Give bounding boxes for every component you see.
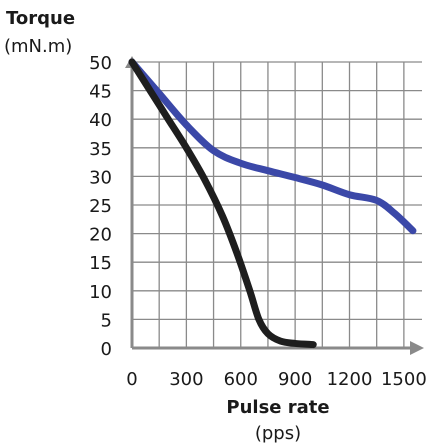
x-tick-label: 0 [126,369,137,390]
y-tick-label: 25 [89,196,112,217]
tick-label-layer: 0 5 10 15 20 25 30 35 40 45 50 0 300 600 900 1200 1500 [89,53,427,390]
y-tick-label: 5 [101,310,112,331]
x-axis-label-line2: (pps) [255,423,301,444]
y-tick-label: 50 [89,53,112,74]
x-tick-label: 600 [224,369,258,390]
series-layer [128,58,417,349]
x-axis-arrow [410,341,424,355]
y-axis-label-line1: Torque [6,8,75,29]
y-tick-label: 0 [101,339,112,360]
y-tick-label: 45 [89,82,112,103]
series-line-2 [128,58,317,349]
y-tick-label: 20 [89,225,112,246]
x-tick-label: 900 [278,369,312,390]
y-tick-label: 15 [89,253,112,274]
y-tick-label: 10 [89,282,112,303]
y-tick-label: 35 [89,139,112,160]
x-tick-label: 1200 [327,369,373,390]
y-axis-label-line2: (mN.m) [4,36,72,57]
x-axis-label-line1: Pulse rate [226,397,329,418]
series-line-1 [128,58,417,235]
y-tick-label: 30 [89,167,112,188]
x-tick-label: 300 [169,369,203,390]
grid-layer [132,61,422,348]
x-tick-label: 1500 [381,369,427,390]
y-tick-label: 40 [89,110,112,131]
